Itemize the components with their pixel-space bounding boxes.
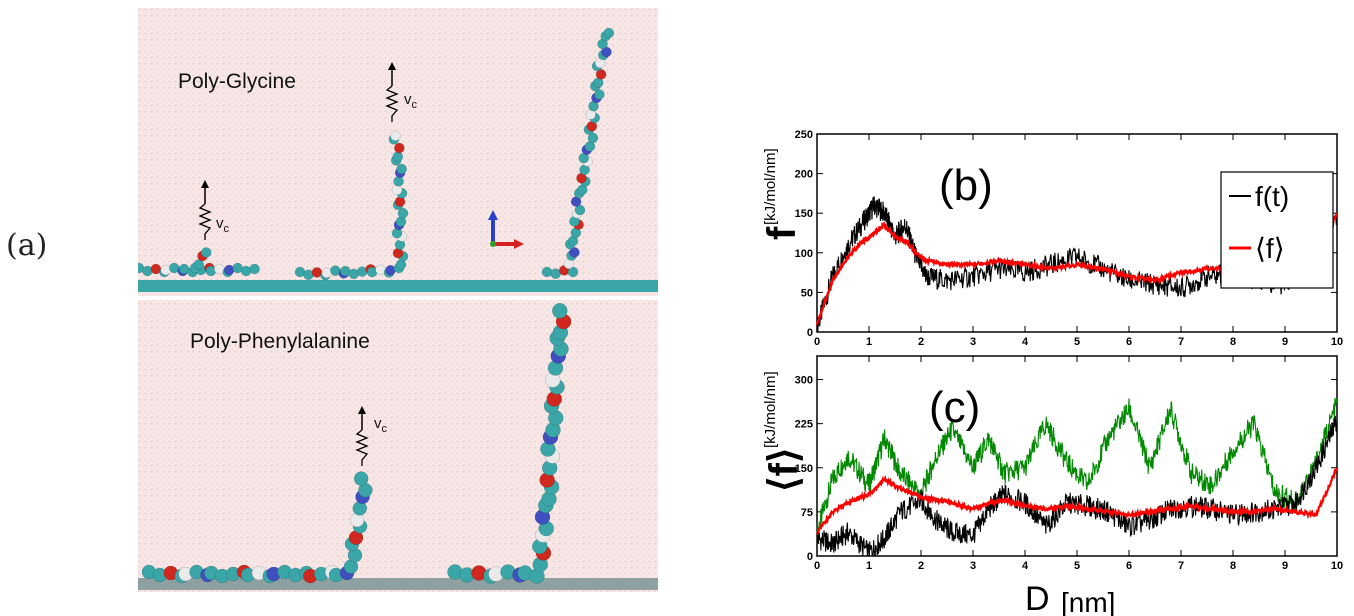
x-tick-label: 3 xyxy=(970,336,976,348)
x-tick-label: 0 xyxy=(814,560,820,572)
legend-box xyxy=(1220,171,1334,289)
atom xyxy=(249,263,260,275)
atom xyxy=(603,27,615,39)
x-tick-label: 10 xyxy=(1331,336,1343,348)
atom xyxy=(397,207,409,219)
legend-entry-mean: ⟨f⟩ xyxy=(1255,233,1285,264)
y-tick-label: 75 xyxy=(801,507,813,519)
x-tick-label: 8 xyxy=(1230,560,1236,572)
x-tick-label: 3 xyxy=(970,560,976,572)
y-tick-label: 250 xyxy=(795,129,813,141)
atom xyxy=(393,176,404,187)
panel-c-series xyxy=(816,397,1339,557)
pulling-spring-1: vc xyxy=(198,180,230,240)
panel-c-label: (c) xyxy=(929,383,980,432)
y-tick-label: 150 xyxy=(795,208,813,220)
x-tick-label: 9 xyxy=(1282,336,1288,348)
y-tick-label: 0 xyxy=(807,327,813,339)
panel-b-ylabel: f xyxy=(760,226,804,240)
y-tick-label: 300 xyxy=(795,375,813,387)
y-tick-label: 225 xyxy=(795,419,813,431)
atom xyxy=(396,163,407,175)
atom xyxy=(390,130,401,141)
atom xyxy=(394,142,405,154)
graphene-surface-bottom xyxy=(138,578,658,590)
y-tick-label: 150 xyxy=(795,463,813,475)
x-tick-label: 5 xyxy=(1074,560,1080,572)
panel-c-xlabel: D xyxy=(1025,580,1050,616)
atom xyxy=(574,204,586,216)
y-tick-label: 50 xyxy=(801,287,813,299)
x-tick-label: 2 xyxy=(918,560,924,572)
panel-c-ylabel: ⟨f⟩ xyxy=(762,447,806,492)
atom xyxy=(595,69,607,80)
x-tick-label: 4 xyxy=(1022,560,1029,572)
x-tick-label: 6 xyxy=(1126,336,1132,348)
atom xyxy=(552,303,568,319)
panel-b-ylabel-unit: [kJ/mol/nm] xyxy=(762,148,779,225)
pulling-spring-3: vc xyxy=(355,406,388,466)
panel-a-label: (a) xyxy=(6,228,48,263)
atom xyxy=(193,259,204,270)
svg-text:vc: vc xyxy=(374,415,388,435)
pulling-spring-2: vc xyxy=(385,62,418,122)
phenylalanine-chain-mid xyxy=(141,471,373,584)
molecule-chains xyxy=(138,27,615,584)
x-tick-label: 0 xyxy=(814,336,820,348)
atom xyxy=(594,89,605,100)
atom xyxy=(567,266,579,278)
x-tick-label: 5 xyxy=(1074,336,1080,348)
series-line xyxy=(816,467,1339,535)
glycine-chain-mid xyxy=(294,130,409,281)
svg-text:vc: vc xyxy=(216,215,230,235)
atom xyxy=(541,266,553,278)
graphene-surface-top xyxy=(138,280,658,292)
x-tick-label: 1 xyxy=(866,560,872,572)
panel-b-label: (b) xyxy=(939,161,993,210)
axis-triad-icon xyxy=(488,210,524,249)
x-tick-label: 7 xyxy=(1178,336,1184,348)
svg-text:vc: vc xyxy=(404,91,418,111)
atom xyxy=(201,247,212,258)
x-tick-label: 10 xyxy=(1331,560,1343,572)
y-tick-label: 200 xyxy=(795,169,813,181)
poly-glycine-title: Poly-Glycine xyxy=(178,70,296,93)
x-tick-label: 1 xyxy=(866,336,872,348)
atom xyxy=(392,151,404,162)
glycine-chain-flat xyxy=(138,262,260,278)
panel-c-xlabel-unit: [nm] xyxy=(1061,587,1115,616)
panel-c-ylabel-unit: [kJ/mol/nm] xyxy=(762,371,779,448)
x-tick-label: 8 xyxy=(1230,336,1236,348)
poly-phenylalanine-title: Poly-Phenylalanine xyxy=(190,330,370,353)
y-tick-label: 0 xyxy=(807,551,813,563)
phenylalanine-chain-extended xyxy=(447,303,572,584)
x-tick-label: 2 xyxy=(918,336,924,348)
atom xyxy=(569,247,580,258)
x-tick-label: 9 xyxy=(1282,560,1288,572)
simulation-snapshots: Poly-Glycine Poly-Phenylalanine vc vc vc xyxy=(138,8,658,592)
x-tick-label: 4 xyxy=(1022,336,1029,348)
atom xyxy=(587,132,599,144)
simulation-svg: Poly-Glycine Poly-Phenylalanine vc vc vc xyxy=(138,8,658,592)
glycine-chain-short-lift xyxy=(189,247,212,274)
legend-entry-ft: f(t) xyxy=(1255,181,1289,212)
x-tick-label: 7 xyxy=(1178,560,1184,572)
x-tick-label: 6 xyxy=(1126,560,1132,572)
y-tick-label: 100 xyxy=(795,248,813,260)
series-line xyxy=(816,397,1338,544)
atom xyxy=(391,184,403,196)
panel-b-legend: f(t) ⟨f⟩ xyxy=(1220,171,1334,289)
glycine-chain-extended xyxy=(541,27,615,279)
force-plots: 0 1 2 3 4 5 6 7 8 9 10 0 50 100 150 200 250 (b) f(t) ⟨f⟩… xyxy=(725,120,1350,616)
panel-c-ticks: 0 1 2 3 4 5 6 7 8 9 10 0 75 150 225 300 xyxy=(795,356,1343,572)
atom xyxy=(353,471,369,486)
